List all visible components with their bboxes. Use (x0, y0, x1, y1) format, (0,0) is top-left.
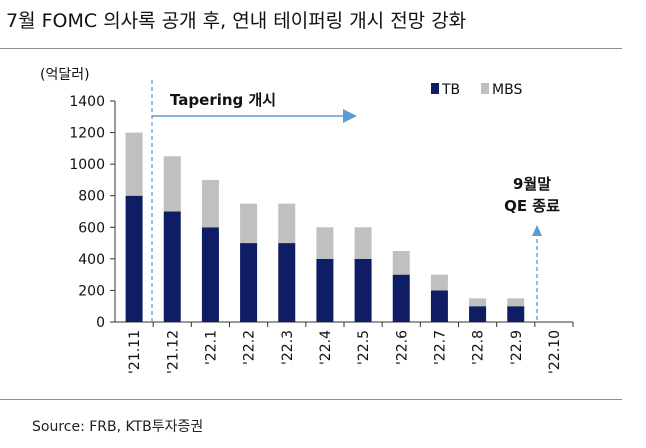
qe-end-arrow-head (532, 225, 542, 236)
x-tick-label: '22.2 (242, 330, 258, 365)
x-tick-label: '22.3 (280, 330, 296, 365)
tapering-label: Tapering 개시 (170, 91, 276, 109)
bar-tb-8 (430, 290, 448, 322)
x-tick-label: '22.10 (547, 330, 563, 374)
y-tick-label: 1200 (69, 126, 105, 142)
x-tick-label: '22.5 (356, 330, 372, 365)
bar-tb-6 (354, 258, 372, 322)
legend-swatch-mbs (481, 83, 489, 94)
bar-mbs-1 (163, 156, 181, 212)
y-tick-label: 600 (78, 220, 105, 236)
y-tick-label: 1000 (69, 157, 105, 173)
bar-mbs-6 (354, 227, 372, 259)
x-tick-label: '22.1 (203, 330, 219, 365)
y-tick-labels: 0 200 400 600 800 1000 1200 1400 (69, 94, 105, 331)
x-tick-labels: '21.11 '21.12 '22.1 '22.2 '22.3 '22.4 '22.5 '22… (127, 330, 563, 374)
qe-end-label-line1: 9월말 (513, 175, 551, 193)
y-tick-label: 1400 (69, 94, 105, 110)
y-tick-label: 800 (78, 189, 105, 205)
bar-tb-1 (163, 211, 181, 322)
bar-mbs-9 (469, 298, 487, 307)
y-tick-label: 0 (96, 315, 105, 331)
x-tick-label: '21.12 (165, 330, 181, 374)
legend-label-tb: TB (441, 82, 460, 98)
legend-swatch-tb (431, 83, 439, 94)
chart-title: 7월 FOMC 의사록 공개 후, 연내 테이퍼링 개시 전망 강화 (6, 10, 467, 32)
bar-tb-4 (278, 243, 296, 322)
bar-mbs-10 (507, 298, 525, 307)
bars-group (125, 132, 525, 322)
x-tick-label: '22.9 (509, 330, 525, 365)
y-tick-label: 400 (78, 252, 105, 268)
x-tick-label: '22.6 (394, 330, 410, 365)
legend-label-mbs: MBS (492, 82, 522, 98)
bar-tb-7 (392, 274, 410, 322)
bar-tb-5 (316, 258, 334, 322)
bar-tb-10 (507, 306, 525, 322)
bar-mbs-4 (278, 203, 296, 244)
bar-tb-3 (240, 243, 258, 322)
axes-group (110, 100, 574, 327)
stacked-bar-chart: '21.11 '21.12 '22.1 '22.2 '22.3 '22.4 '22.5 '22… (40, 67, 574, 374)
y-tick-label: 200 (78, 283, 105, 299)
x-tick-label: '21.11 (127, 330, 143, 374)
y-unit-label: (억달러) (40, 67, 90, 83)
x-tick-label: '22.7 (432, 330, 448, 365)
title-divider (0, 48, 622, 49)
source-divider (0, 399, 622, 400)
bar-mbs-3 (240, 203, 258, 244)
bar-mbs-5 (316, 227, 334, 259)
source-note: Source: FRB, KTB투자증권 (32, 419, 204, 435)
bar-mbs-8 (430, 274, 448, 291)
bar-mbs-7 (392, 250, 410, 275)
x-tick-label: '22.8 (471, 330, 487, 365)
qe-end-label-line2: QE 종료 (504, 197, 560, 215)
x-tick-label: '22.4 (318, 330, 334, 365)
bar-mbs-0 (125, 132, 143, 196)
bar-tb-0 (125, 195, 143, 322)
bar-mbs-2 (201, 179, 219, 228)
tapering-arrow-head (343, 109, 357, 123)
bar-tb-2 (201, 227, 219, 322)
bar-tb-9 (469, 306, 487, 322)
